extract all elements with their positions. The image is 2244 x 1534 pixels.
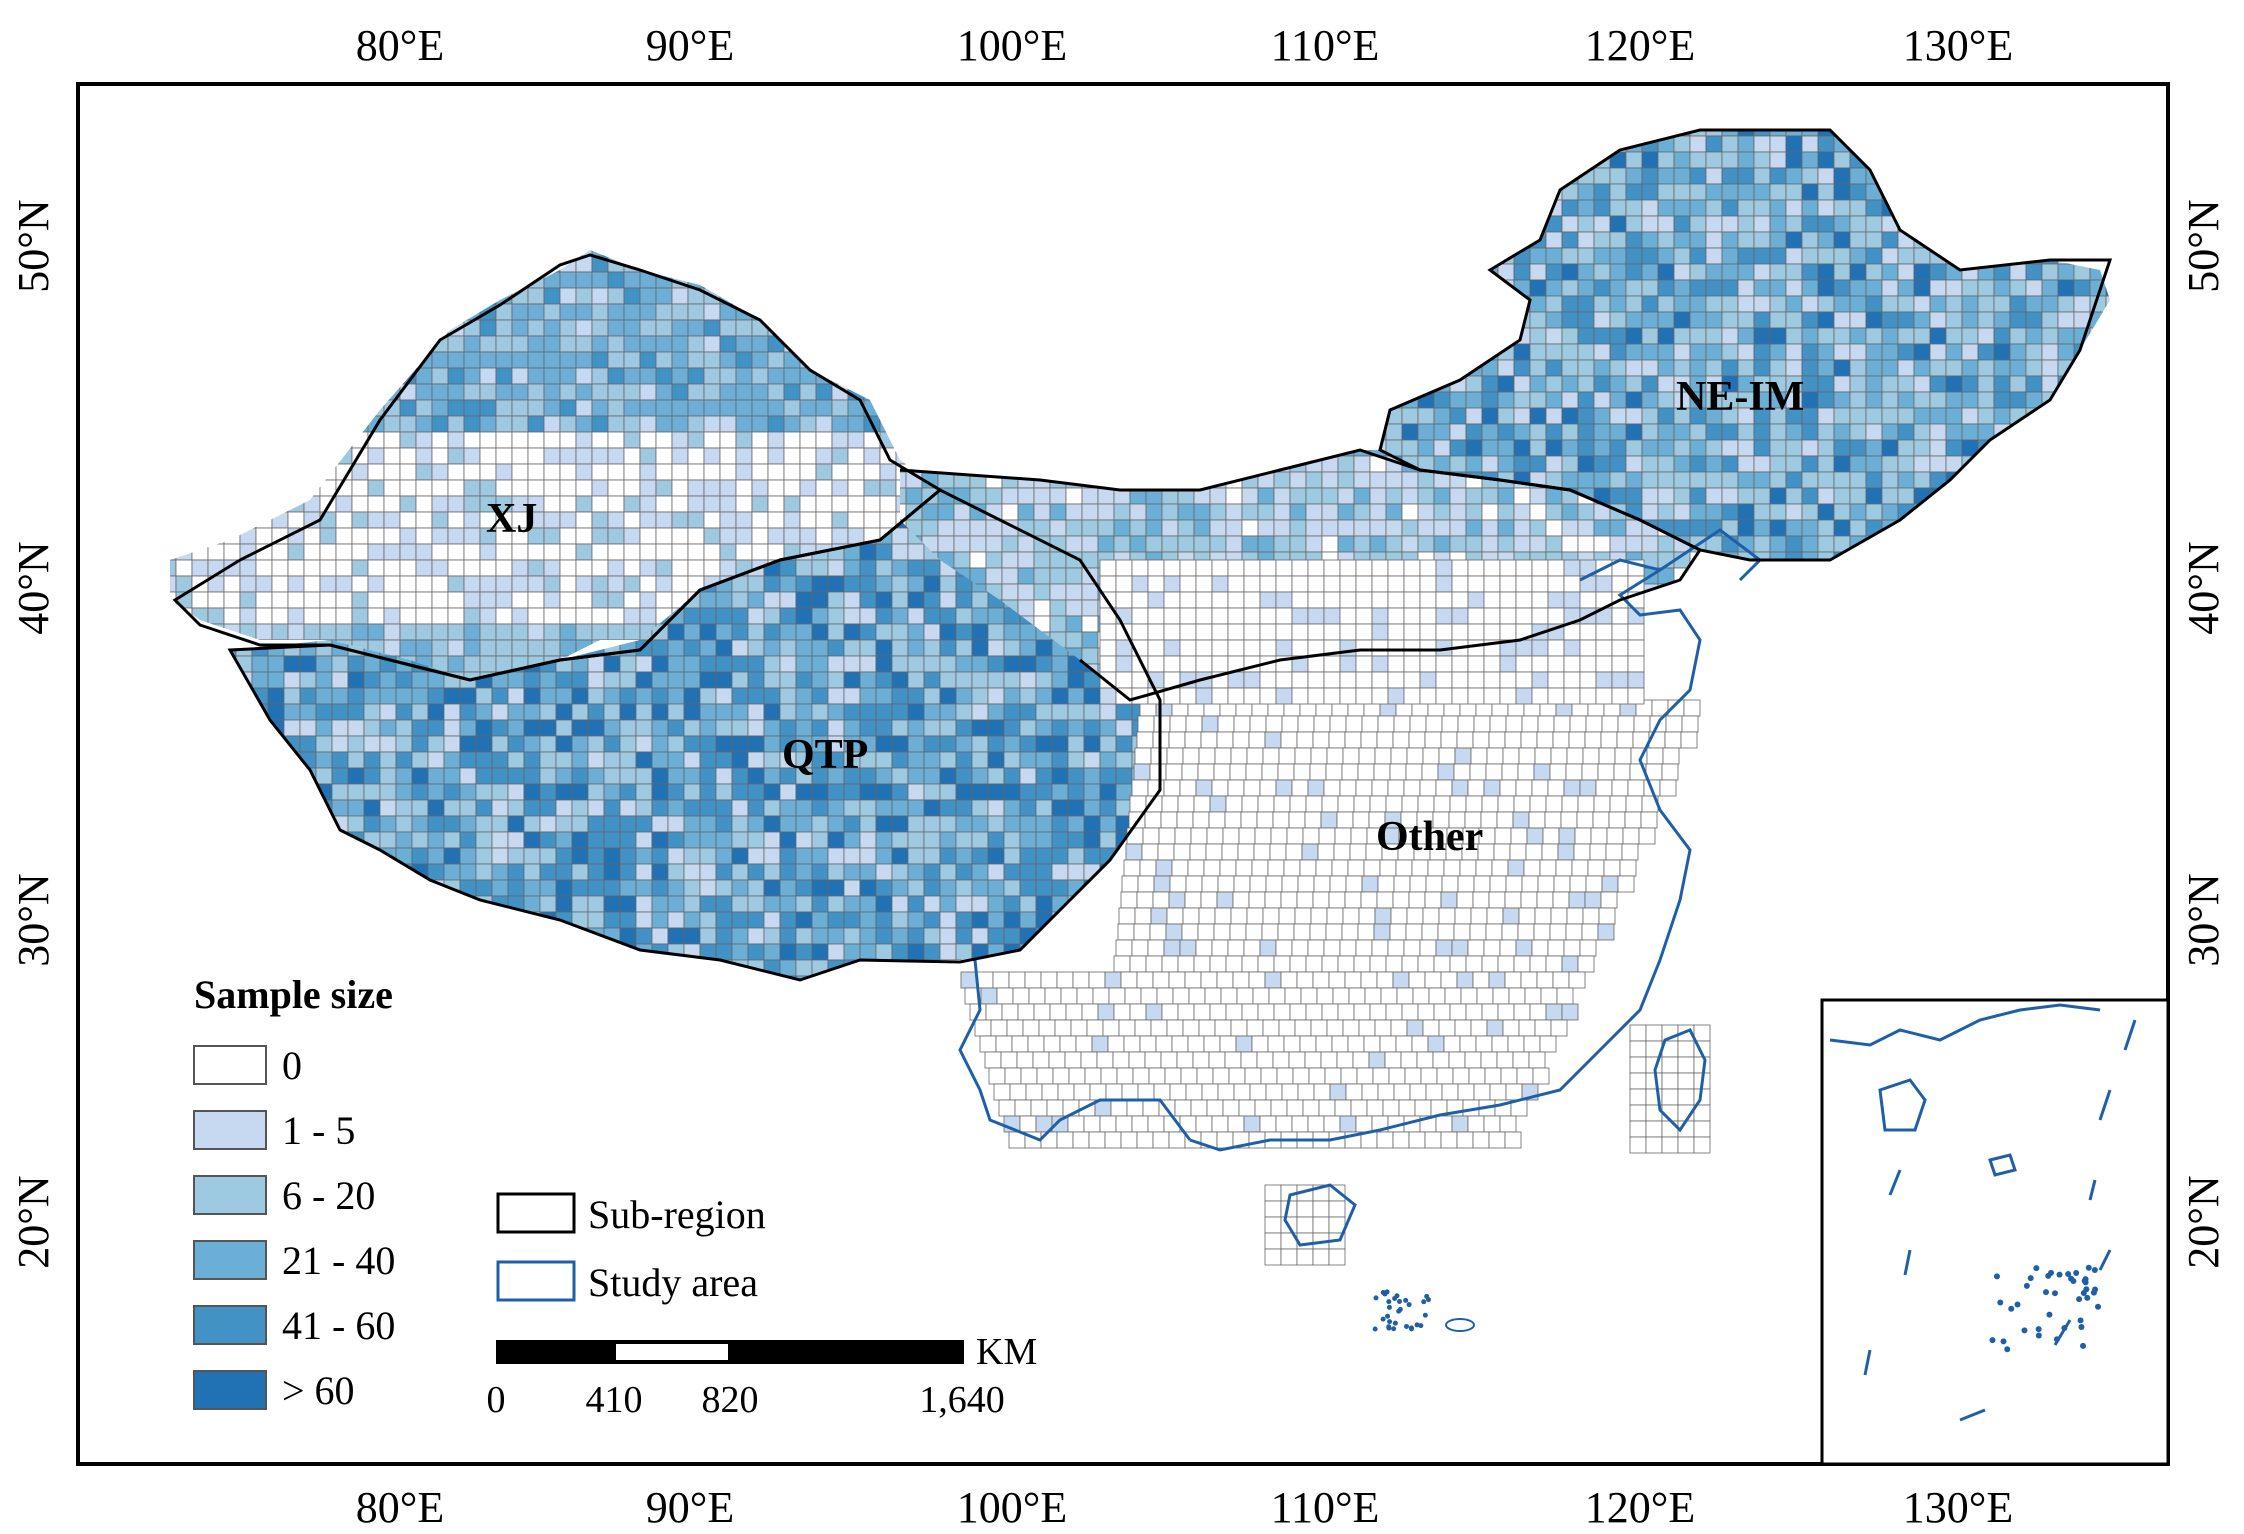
legend-title: Sample size xyxy=(194,972,393,1017)
region-label-xj: XJ xyxy=(486,496,537,542)
tick-right-1: 40°N xyxy=(2179,541,2228,634)
legend-label-5: > 60 xyxy=(282,1368,355,1413)
tick-left-2: 30°N xyxy=(9,873,58,966)
taiwan-outline xyxy=(1653,1028,1707,1133)
tick-top-2: 100°E xyxy=(957,21,1067,70)
legend-swatch-3 xyxy=(193,1240,267,1280)
scale-label-410: 410 xyxy=(586,1379,643,1421)
scattered-islands xyxy=(1372,1289,1475,1332)
boundary-legend: Sub-region Study area xyxy=(496,1192,766,1305)
scale-label-820: 820 xyxy=(702,1379,759,1421)
tick-top-1: 90°E xyxy=(646,21,734,70)
tick-right-2: 30°N xyxy=(2179,873,2228,966)
legend-swatch-0 xyxy=(193,1045,267,1085)
legend-swatch-2 xyxy=(193,1175,267,1215)
tick-bottom-3: 110°E xyxy=(1271,1483,1380,1532)
legend-label-4: 41 - 60 xyxy=(282,1303,395,1348)
subregion-boundary-ne-im xyxy=(1378,128,2113,562)
legend-label-0: 0 xyxy=(282,1043,302,1088)
hainan-outline xyxy=(1283,1183,1357,1247)
tick-top-3: 110°E xyxy=(1271,21,1380,70)
tick-bottom-4: 120°E xyxy=(1585,1483,1695,1532)
tick-bottom-1: 90°E xyxy=(646,1483,734,1532)
legend-swatch-study-area xyxy=(496,1260,576,1302)
south-china-sea-inset xyxy=(1820,998,2170,1466)
legend-swatch-sub-region xyxy=(496,1192,576,1234)
tick-left-3: 20°N xyxy=(9,1175,58,1268)
tick-left-1: 40°N xyxy=(9,541,58,634)
legend-label-3: 21 - 40 xyxy=(282,1238,395,1283)
scale-bar: KM 0 410 820 1,640 xyxy=(487,1331,1038,1421)
sample-size-legend: Sample size 0 1 - 5 6 - 20 21 - 40 41 - 60 > … xyxy=(193,972,395,1413)
tick-bottom-2: 100°E xyxy=(957,1483,1067,1532)
tick-bottom-0: 80°E xyxy=(356,1483,444,1532)
tick-top-4: 120°E xyxy=(1585,21,1695,70)
legend-label-study-area: Study area xyxy=(588,1260,758,1305)
legend-swatch-1 xyxy=(193,1110,267,1150)
subregion-boundary-north-belt xyxy=(899,448,1703,702)
study-area-west-boundary xyxy=(958,959,1192,1142)
scale-label-1640: 1,640 xyxy=(919,1379,1005,1421)
region-label-ne-im: NE-IM xyxy=(1676,374,1804,420)
region-label-qtp: QTP xyxy=(782,732,868,778)
legend-label-1: 1 - 5 xyxy=(282,1108,355,1153)
legend-label-2: 6 - 20 xyxy=(282,1173,375,1218)
tick-left-0: 50°N xyxy=(9,199,58,292)
tick-right-3: 20°N xyxy=(2179,1175,2228,1268)
region-label-other: Other xyxy=(1376,814,1483,860)
subregion-boundary-qtp xyxy=(227,488,1162,982)
scale-label-0: 0 xyxy=(487,1379,506,1421)
tick-top-0: 80°E xyxy=(356,21,444,70)
tick-right-0: 50°N xyxy=(2179,199,2228,292)
scale-bar-unit: KM xyxy=(976,1331,1037,1373)
tick-bottom-5: 130°E xyxy=(1903,1483,2013,1532)
legend-label-sub-region: Sub-region xyxy=(588,1192,766,1237)
legend-swatch-4 xyxy=(193,1305,267,1345)
study-area-coastline xyxy=(1189,568,1702,1152)
legend-swatch-5 xyxy=(193,1370,267,1410)
tick-top-5: 130°E xyxy=(1903,21,2013,70)
